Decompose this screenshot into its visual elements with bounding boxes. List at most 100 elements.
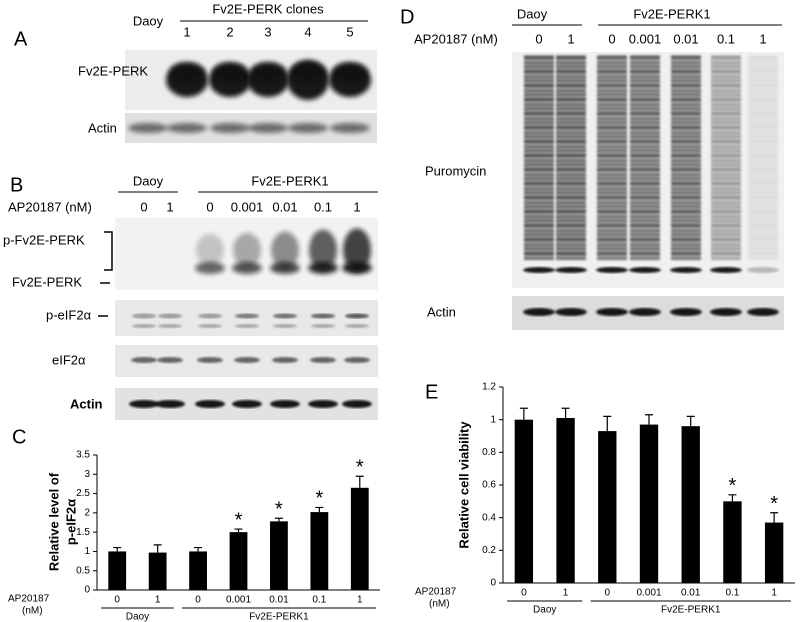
y-tick-label: 0.6 [482,480,496,491]
band [250,62,286,82]
band [271,231,299,269]
error-bar [194,546,203,552]
bracket [104,231,113,271]
x-tick-label: 0 [521,588,527,599]
band [158,313,182,319]
bar [514,419,534,583]
band [128,123,168,133]
band [169,62,205,82]
x-tick-label: 1 [155,595,161,606]
band [132,313,156,319]
blot-label: p-Fv2E-PERK [3,232,85,247]
x-axis-label: (nM) [429,599,450,610]
dose: 0.01 [673,31,698,46]
lane-label: 2 [226,24,233,39]
y-axis-label: Relative cell viability [456,421,471,549]
band [157,357,183,363]
dose-label: AP20187 (nM) [414,31,498,46]
band [710,267,742,273]
error-bar [274,517,283,522]
y-tick-label: 1.5 [76,527,90,538]
y-tick-label: 0.5 [76,565,90,576]
blot-label: Puromycin [425,163,486,178]
group-label: Fv2E-PERK1 [661,605,721,616]
dose: 1 [567,31,574,46]
y-tick-label: 0.8 [482,447,496,458]
control-label: Daoy [517,6,548,21]
error-bar [603,415,612,432]
smear [556,55,586,260]
band [629,308,661,316]
blot-label: Fv2E-PERK [12,274,82,289]
band [310,357,336,363]
band [670,308,702,316]
group-header: Fv2E-PERK1 [251,173,328,188]
band [290,62,326,82]
band [710,308,742,316]
y-tick-label: 2 [84,507,90,518]
error-bar [113,546,122,552]
y-axis-label: p-eIF2α [63,499,78,545]
lane-label: 3 [264,24,271,39]
error-bar [770,512,779,523]
band [233,232,261,268]
dose: 0.001 [629,31,662,46]
band [195,400,225,408]
band [344,357,370,363]
blot-label: eIF2α [52,352,86,367]
significance: * [770,493,778,515]
smear [748,55,778,260]
band [132,324,156,328]
lane-label: 1 [183,24,190,39]
error-bar [355,475,364,488]
band [555,308,587,316]
band [195,262,225,274]
panel-label: E [425,381,438,403]
group-header: Fv2E-PERK1 [633,6,710,21]
dose: 0.01 [272,199,297,214]
lane-label: 4 [304,24,311,39]
error-bar [153,544,162,553]
blot-label: Actin [427,304,456,319]
band [747,308,779,316]
band [308,400,338,408]
x-axis-label: (nM) [22,606,43,617]
significance: * [235,509,243,531]
x-tick-label: 1 [563,588,569,599]
band [523,267,555,273]
band [197,357,223,363]
band [311,313,335,319]
band [155,400,185,408]
band [235,324,259,328]
band [629,267,661,273]
band [270,400,300,408]
y-tick-label: 0 [84,585,90,596]
panel-label: A [14,28,28,50]
bar [723,501,742,583]
bar [270,521,288,590]
control-label: Daoy [133,173,164,188]
significance: * [275,499,283,521]
x-axis-label: AP20187 [415,587,457,598]
bar [108,551,127,590]
y-tick-label: 0.2 [482,545,496,556]
y-tick-label: 1.2 [482,382,496,393]
band [248,123,288,133]
bar [350,487,369,590]
dose-label: AP20187 (nM) [8,199,92,214]
x-tick-label: 0.1 [725,588,739,599]
x-tick-label: 1 [771,588,777,599]
band [330,123,370,133]
y-tick-label: 0 [490,578,496,589]
band [129,400,159,408]
panel-label: D [400,6,414,28]
lane-label: 5 [346,24,353,39]
band [342,400,372,408]
y-tick-label: 3 [84,469,90,480]
band [272,357,298,363]
group-label: Daoy [126,612,149,622]
y-axis-label: Relative level of [46,472,61,571]
control-label: Daoy [133,13,164,28]
y-tick-label: 3.5 [76,450,90,461]
band [596,308,628,316]
